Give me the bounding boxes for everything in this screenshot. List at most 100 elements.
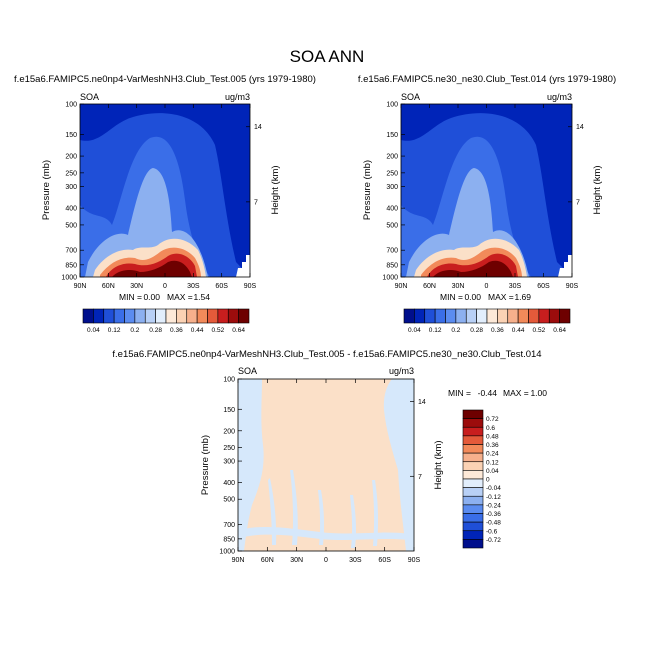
y-tick-label: 700 [223, 522, 235, 529]
colorbar-box [414, 308, 426, 324]
y-tick-label: 1000 [382, 275, 398, 282]
colorbar-box [462, 504, 484, 514]
panel-2-band-dark-red [433, 260, 513, 277]
panel-3-y2label: Height (km) [433, 440, 444, 489]
y-tick-label: 850 [386, 262, 398, 269]
colorbar-label: 0.52 [212, 327, 225, 334]
colorbar-box [217, 308, 229, 324]
x-tick-label: 90S [408, 557, 421, 564]
y-tick-label: 850 [223, 536, 235, 543]
y2-tick-label: 14 [254, 124, 262, 131]
colorbar-box [462, 495, 484, 506]
colorbar-box [528, 308, 540, 324]
colorbar-label: 0.12 [429, 327, 442, 334]
x-tick-label: 30N [290, 557, 303, 564]
colorbar-box [462, 409, 484, 419]
panel-1-min-label: MIN = [119, 292, 142, 302]
x-tick-label: 0 [324, 557, 328, 564]
x-tick-label: 60S [215, 283, 228, 290]
colorbar-box [176, 308, 188, 324]
colorbar-box [462, 478, 484, 488]
panel-1-y2label: Height (km) [270, 165, 281, 214]
y2-tick-label: 7 [418, 474, 422, 481]
y-tick-label: 200 [65, 154, 77, 161]
panel-2-min-value: 0.00 [464, 292, 481, 302]
colorbar-label: 0.36 [170, 327, 183, 334]
x-tick-label: 0 [485, 283, 489, 290]
colorbar-label: 0.48 [486, 433, 499, 440]
y-tick-label: 150 [386, 132, 398, 139]
colorbar-box [134, 308, 146, 324]
colorbar-box [476, 308, 488, 324]
colorbar-label: 0.6 [486, 425, 495, 432]
x-tick-label: 90S [244, 283, 257, 290]
colorbar-box [462, 539, 484, 549]
panel-3-negative-streak-5 [372, 480, 379, 546]
panel-2-min-label: MIN = [440, 292, 463, 302]
panel-3-negative-streak-3 [318, 490, 325, 545]
colorbar-label: 0.2 [451, 327, 460, 334]
panel-3-variable-label: SOA [238, 366, 257, 376]
colorbar-label: 0.44 [191, 327, 204, 334]
colorbar-label: 0.52 [533, 327, 546, 334]
panel-1-variable-label: SOA [80, 92, 99, 102]
colorbar-box [559, 308, 571, 324]
panel-1-min-value: 0.00 [143, 292, 160, 302]
panel-3-contour-field [238, 379, 414, 551]
x-tick-label: 60N [102, 283, 115, 290]
colorbar-box [144, 308, 156, 324]
colorbar-label: 0.44 [512, 327, 525, 334]
colorbar-box [462, 426, 484, 437]
colorbar-box [462, 530, 484, 540]
colorbar-box [238, 308, 250, 324]
colorbar-label: -0.12 [486, 494, 501, 501]
colorbar-label: 0.04 [87, 327, 100, 334]
colorbar-label: -0.48 [486, 520, 501, 527]
y-tick-label: 150 [65, 132, 77, 139]
panel-3-axes: 90N 60N 30N 0 30S 60S 90S 100 150 200 250 300 400 500… [219, 377, 425, 565]
y-tick-label: 300 [65, 184, 77, 191]
x-tick-label: 30S [509, 283, 522, 290]
panel-3-min-label: MIN = [448, 388, 471, 398]
x-tick-label: 30N [130, 283, 143, 290]
colorbar-label: 0.28 [149, 327, 162, 334]
panel-3-max-label: MAX = [503, 388, 529, 398]
y-tick-label: 400 [65, 206, 77, 213]
panel-3-negative-band-near-surface [240, 526, 410, 540]
colorbar-box [445, 308, 457, 324]
colorbar-box [517, 308, 529, 324]
y-tick-label: 850 [65, 262, 77, 269]
x-tick-label: 90N [74, 283, 87, 290]
panel-2-title: f.e15a6.FAMIPC5.ne30_ne30.Club_Test.014 … [358, 74, 616, 85]
panel-2-axes: 90N 60N 30N 0 30S 60S 90S 100 150 200 250 300 400 500… [382, 102, 583, 291]
panel-3-units-label: ug/m3 [389, 366, 414, 376]
y-tick-label: 300 [386, 184, 398, 191]
colorbar-label: -0.72 [486, 537, 501, 544]
y-tick-label: 700 [386, 248, 398, 255]
colorbar-box [424, 308, 436, 324]
panel-3-min-value: -0.44 [478, 388, 498, 398]
x-tick-label: 60N [423, 283, 436, 290]
x-tick-label: 60N [261, 557, 274, 564]
panel-1-missing-data-surface [236, 255, 250, 277]
y2-tick-label: 7 [254, 199, 258, 206]
panel-3-negative-region-south [383, 379, 414, 551]
colorbar-label: -0.24 [486, 502, 501, 509]
panel-2-max-value: 1.69 [514, 292, 531, 302]
y2-tick-label: 14 [576, 124, 584, 131]
panel-1-max-label: MAX = [167, 292, 193, 302]
x-tick-label: 90S [566, 283, 579, 290]
y-tick-label: 500 [65, 222, 77, 229]
panel-2-missing-data-surface [558, 255, 572, 277]
colorbar-box [196, 308, 208, 324]
colorbar-label: 0.2 [130, 327, 139, 334]
colorbar-box [462, 452, 484, 463]
panel-2: f.e15a6.FAMIPC5.ne30_ne30.Club_Test.014 … [358, 74, 616, 334]
colorbar-label: 0.24 [486, 451, 499, 458]
panel-2-y2label: Height (km) [592, 165, 603, 214]
colorbar-box [462, 470, 484, 480]
colorbar-box [497, 308, 509, 324]
colorbar-box [538, 308, 550, 324]
colorbar-box [465, 308, 477, 324]
